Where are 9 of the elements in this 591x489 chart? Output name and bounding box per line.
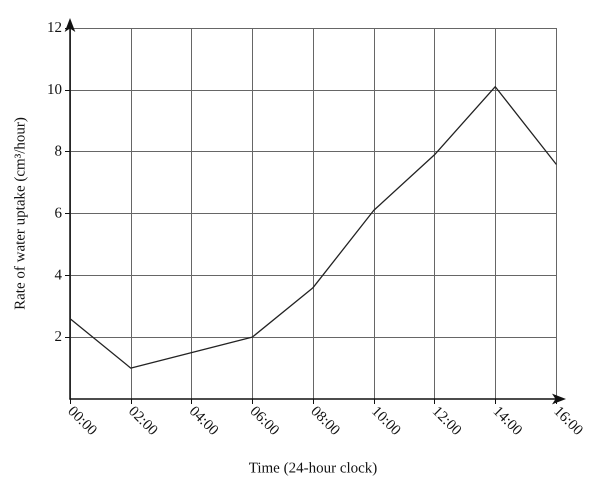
line-series	[69, 86, 557, 369]
y-tick-label: 12	[47, 20, 62, 36]
y-tick-label: 10	[47, 82, 62, 98]
y-tick-label: 4	[54, 267, 62, 284]
y-axis-title: Rate of water uptake (cm³/hour)	[12, 117, 28, 310]
y-tick-label: 8	[54, 144, 62, 160]
y-tick-label: 2	[54, 329, 62, 346]
y-tick-label: 6	[54, 206, 62, 222]
x-axis-title: Time (24-hour clock)	[248, 460, 378, 476]
